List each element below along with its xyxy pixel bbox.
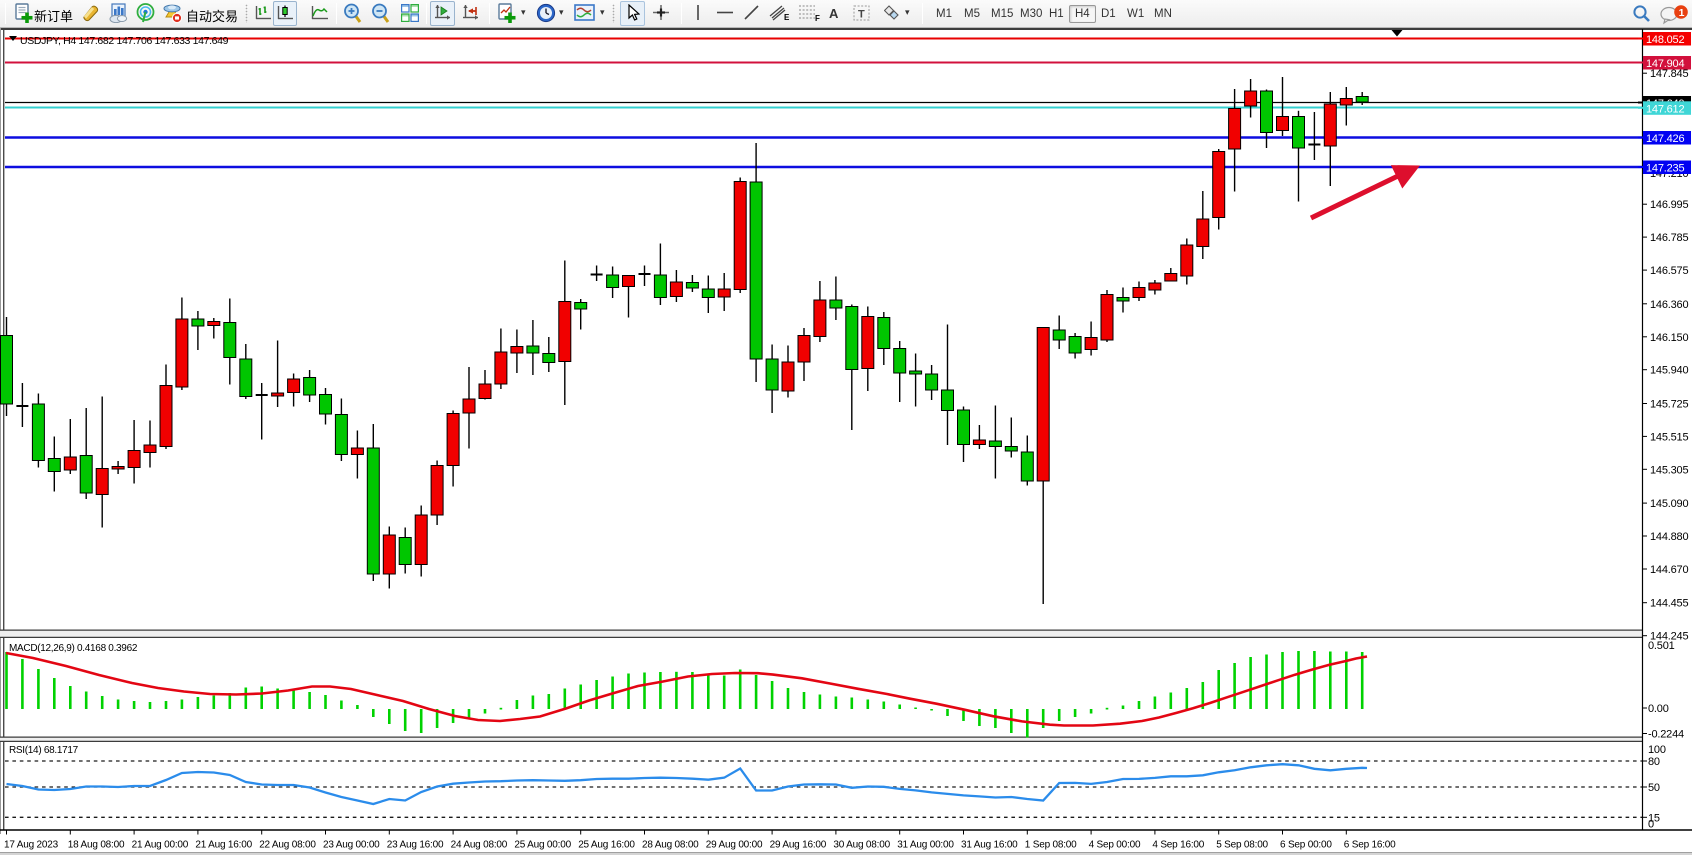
svg-text:4 Sep 16:00: 4 Sep 16:00 [1152, 840, 1204, 851]
svg-text:USDJPY, H4 147.682 147.706 14: USDJPY, H4 147.682 147.706 147.633 147.6… [20, 35, 229, 47]
svg-text:21 Aug 16:00: 21 Aug 16:00 [195, 840, 252, 851]
svg-text:28 Aug 08:00: 28 Aug 08:00 [642, 840, 699, 851]
svg-text:MACD(12,26,9) 0.4168 0.3962: MACD(12,26,9) 0.4168 0.3962 [9, 643, 138, 654]
svg-text:145.305: 145.305 [1650, 464, 1688, 476]
svg-text:25 Aug 00:00: 25 Aug 00:00 [514, 840, 571, 851]
svg-text:0.501: 0.501 [1648, 640, 1675, 652]
svg-text:1: 1 [1679, 7, 1685, 19]
svg-text:22 Aug 08:00: 22 Aug 08:00 [259, 840, 316, 851]
svg-text:0.00: 0.00 [1648, 703, 1669, 715]
svg-text:148.052: 148.052 [1646, 34, 1684, 46]
svg-text:144.670: 144.670 [1650, 564, 1688, 576]
svg-text:5 Sep 08:00: 5 Sep 08:00 [1216, 840, 1268, 851]
svg-text:147.426: 147.426 [1646, 133, 1684, 145]
svg-text:147.235: 147.235 [1646, 163, 1684, 175]
svg-text:18 Aug 08:00: 18 Aug 08:00 [68, 840, 125, 851]
svg-text:147.845: 147.845 [1650, 68, 1688, 80]
svg-text:25 Aug 16:00: 25 Aug 16:00 [578, 840, 635, 851]
svg-text:146.785: 146.785 [1650, 232, 1688, 244]
svg-text:4 Sep 00:00: 4 Sep 00:00 [1089, 840, 1141, 851]
svg-text:144.245: 144.245 [1650, 631, 1688, 643]
svg-text:50: 50 [1648, 782, 1660, 794]
svg-text:145.515: 145.515 [1650, 431, 1688, 443]
svg-text:144.455: 144.455 [1650, 598, 1688, 610]
svg-text:145.940: 145.940 [1650, 365, 1688, 377]
svg-text:23 Aug 16:00: 23 Aug 16:00 [387, 840, 444, 851]
svg-text:145.725: 145.725 [1650, 399, 1688, 411]
svg-text:E: E [784, 13, 790, 22]
svg-text:147.904: 147.904 [1646, 58, 1684, 70]
svg-text:31 Aug 00:00: 31 Aug 00:00 [897, 840, 954, 851]
svg-text:144.880: 144.880 [1650, 531, 1688, 543]
svg-text:147.612: 147.612 [1646, 103, 1684, 115]
svg-text:17 Aug 2023: 17 Aug 2023 [4, 840, 59, 851]
svg-text:-0.2244: -0.2244 [1648, 729, 1684, 741]
svg-text:0: 0 [1648, 819, 1654, 831]
svg-text:29 Aug 00:00: 29 Aug 00:00 [706, 840, 763, 851]
svg-text:145.090: 145.090 [1650, 498, 1688, 510]
svg-text:100: 100 [1648, 744, 1666, 756]
svg-text:RSI(14) 68.1717: RSI(14) 68.1717 [9, 745, 79, 756]
svg-text:146.995: 146.995 [1650, 199, 1688, 211]
svg-text:21 Aug 00:00: 21 Aug 00:00 [132, 840, 189, 851]
svg-text:30 Aug 08:00: 30 Aug 08:00 [833, 840, 890, 851]
svg-text:23 Aug 00:00: 23 Aug 00:00 [323, 840, 380, 851]
svg-text:29 Aug 16:00: 29 Aug 16:00 [770, 840, 827, 851]
svg-text:15: 15 [1648, 812, 1660, 824]
svg-text:31 Aug 16:00: 31 Aug 16:00 [961, 840, 1018, 851]
svg-text:6 Sep 16:00: 6 Sep 16:00 [1344, 840, 1396, 851]
svg-text:146.150: 146.150 [1650, 332, 1688, 344]
svg-text:146.360: 146.360 [1650, 299, 1688, 311]
svg-text:T: T [858, 9, 865, 21]
svg-text:1 Sep 08:00: 1 Sep 08:00 [1025, 840, 1077, 851]
svg-text:6 Sep 00:00: 6 Sep 00:00 [1280, 840, 1332, 851]
svg-text:F: F [815, 14, 820, 22]
svg-text:24 Aug 08:00: 24 Aug 08:00 [451, 840, 508, 851]
svg-text:80: 80 [1648, 756, 1660, 768]
svg-text:146.575: 146.575 [1650, 265, 1688, 277]
